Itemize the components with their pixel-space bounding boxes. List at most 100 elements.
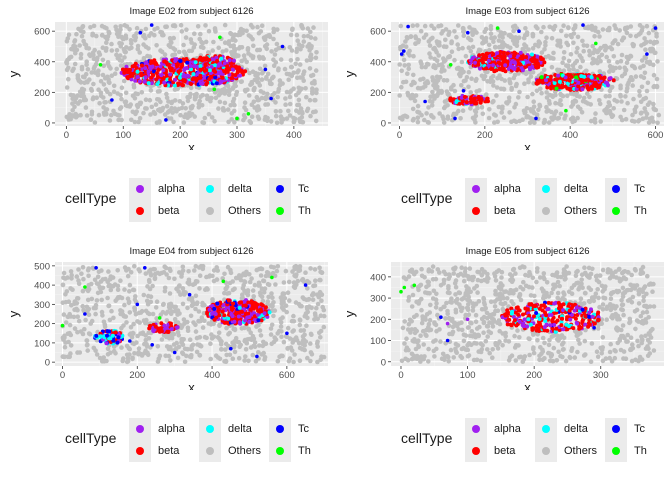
- point-beta: [497, 67, 502, 72]
- point-others: [232, 286, 237, 292]
- point-th: [594, 41, 598, 46]
- point-others: [427, 291, 432, 296]
- point-tc: [423, 99, 427, 104]
- point-others: [456, 65, 461, 71]
- point-delta: [582, 74, 586, 79]
- point-others: [95, 274, 101, 280]
- point-others: [107, 118, 113, 123]
- point-others: [113, 24, 118, 30]
- point-delta: [557, 79, 562, 84]
- point-others: [143, 106, 148, 111]
- point-others: [195, 24, 201, 29]
- point-tc: [152, 69, 156, 74]
- point-others: [592, 116, 598, 122]
- point-others: [415, 119, 421, 125]
- point-others: [246, 327, 252, 332]
- point-others: [185, 98, 191, 104]
- point-others: [564, 264, 569, 269]
- point-others: [305, 306, 310, 312]
- point-others: [599, 351, 604, 356]
- point-others: [85, 67, 91, 72]
- point-others: [427, 43, 433, 48]
- point-others: [72, 104, 77, 110]
- x-axis-label: x: [524, 140, 531, 150]
- point-others: [441, 116, 446, 122]
- point-others: [104, 37, 110, 42]
- point-others: [80, 288, 86, 294]
- point-others: [441, 277, 447, 283]
- point-others: [133, 294, 138, 299]
- point-others: [452, 57, 457, 63]
- point-others: [303, 86, 308, 91]
- point-alpha: [230, 67, 235, 72]
- point-tc: [143, 266, 147, 270]
- point-others: [560, 347, 566, 352]
- point-others: [618, 58, 624, 64]
- point-others: [93, 311, 98, 317]
- point-others: [281, 339, 287, 345]
- point-others: [508, 45, 513, 51]
- point-others: [482, 302, 487, 307]
- legend-dot: [136, 447, 144, 455]
- point-others: [233, 54, 239, 59]
- point-others: [150, 311, 156, 317]
- point-others: [561, 23, 566, 29]
- point-others: [111, 348, 117, 354]
- point-others: [187, 110, 192, 116]
- legend-item-alpha: alpha: [129, 178, 185, 200]
- point-others: [98, 79, 104, 84]
- point-others: [84, 304, 90, 310]
- point-others: [459, 327, 465, 333]
- point-others: [100, 277, 106, 282]
- point-others: [317, 265, 322, 271]
- point-others: [538, 86, 543, 92]
- point-others: [86, 282, 91, 288]
- y-tick-label: 300: [370, 294, 386, 305]
- chart-panel-e04: Image E04 from subject 6126 0 200 400 600 0 10…: [0, 240, 336, 480]
- point-others: [222, 90, 227, 96]
- point-others: [109, 41, 114, 47]
- point-others: [506, 99, 512, 104]
- point-tc: [164, 118, 168, 122]
- point-others: [404, 345, 410, 350]
- point-others: [243, 347, 249, 352]
- point-others: [397, 62, 402, 67]
- point-others: [122, 23, 127, 28]
- point-alpha: [150, 64, 155, 69]
- legend-dot: [276, 207, 284, 215]
- point-alpha: [173, 59, 178, 63]
- point-others: [243, 107, 249, 113]
- point-others: [127, 27, 132, 32]
- point-th: [83, 285, 87, 289]
- point-beta: [468, 96, 473, 101]
- point-others: [651, 62, 656, 68]
- point-others: [512, 23, 518, 29]
- point-others: [173, 308, 178, 314]
- point-others: [273, 47, 279, 53]
- point-others: [288, 64, 294, 70]
- point-others: [92, 120, 98, 125]
- point-others: [606, 110, 612, 115]
- point-others: [238, 79, 244, 85]
- point-others: [255, 71, 261, 77]
- point-others: [250, 25, 255, 30]
- point-others: [83, 317, 88, 323]
- point-others: [233, 92, 239, 98]
- point-others: [80, 74, 86, 80]
- point-others: [146, 330, 151, 336]
- legend-dot: [206, 207, 214, 215]
- point-beta: [176, 62, 180, 67]
- point-others: [75, 314, 80, 319]
- point-others: [257, 343, 262, 348]
- point-others: [61, 275, 66, 280]
- point-others: [280, 304, 285, 310]
- point-others: [534, 112, 540, 117]
- point-alpha: [503, 63, 508, 68]
- point-others: [419, 266, 424, 272]
- point-others: [252, 282, 258, 288]
- point-others: [181, 120, 187, 125]
- point-others: [244, 269, 249, 275]
- point-others: [91, 305, 97, 311]
- point-others: [155, 344, 161, 349]
- point-others: [560, 93, 566, 99]
